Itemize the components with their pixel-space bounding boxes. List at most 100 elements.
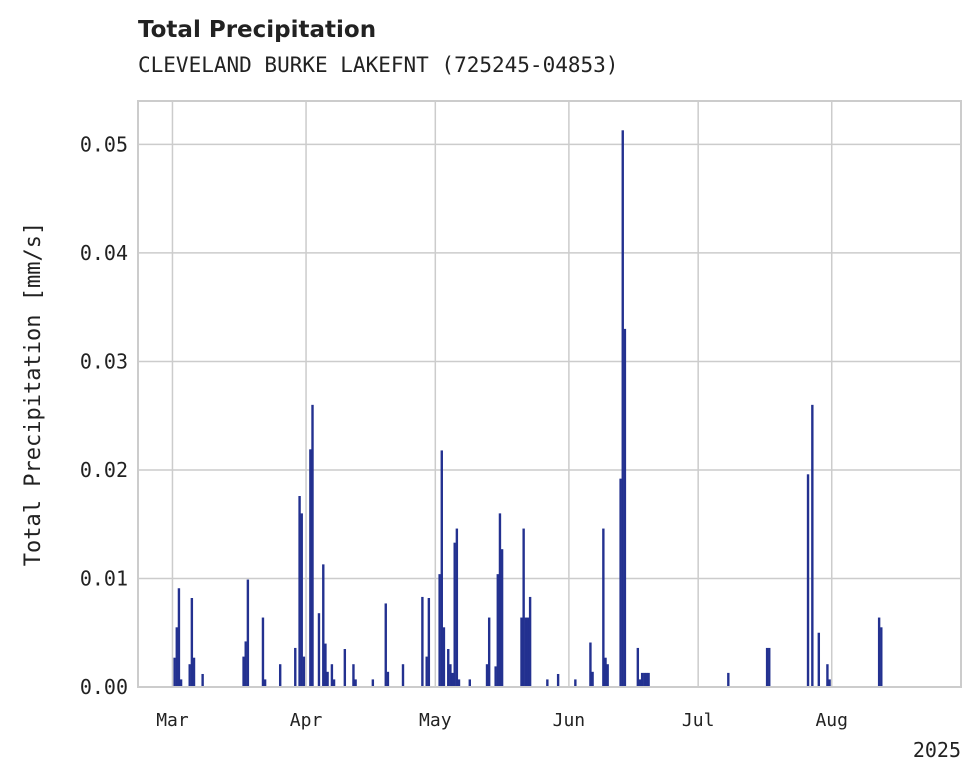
precipitation-bar (485, 664, 489, 687)
precipitation-bar (498, 513, 502, 687)
precipitation-bar (602, 528, 605, 687)
precipitation-bar (623, 328, 627, 687)
y-axis-ticks: 0.00 0.01 0.02 0.03 0.04 0.05 (80, 132, 128, 699)
precipitation-bar (487, 617, 491, 687)
precipitation-bar (447, 649, 450, 687)
precipitation-bar (427, 598, 431, 687)
precipitation-bar (352, 664, 355, 687)
precipitation-bar (828, 679, 831, 687)
precipitation-bar (765, 647, 769, 687)
precipitation-bar (524, 617, 527, 687)
precipitation-bar (606, 664, 609, 687)
precipitation-bar (768, 647, 771, 687)
precipitation-bar (278, 664, 282, 687)
precipitation-bar (496, 574, 499, 687)
precipitation-bar (817, 632, 821, 687)
precipitation-bar (201, 673, 204, 687)
precipitation-bar (322, 564, 325, 687)
precipitation-bar (645, 672, 648, 687)
x-tick-label: Aug (815, 710, 848, 731)
precipitation-bar (309, 449, 312, 687)
precipitation-bar (177, 588, 181, 687)
precipitation-bar (324, 643, 327, 687)
x-tick-label: Jul (682, 710, 715, 731)
precipitation-bar (330, 664, 334, 687)
plot-frame (137, 100, 962, 688)
precipitation-bar (574, 679, 577, 687)
precipitation-bar (425, 656, 428, 687)
precipitation-bar (300, 513, 303, 687)
precipitation-bar (179, 679, 183, 687)
y-tick-label: 0.05 (80, 132, 128, 156)
precipitation-bar (421, 596, 424, 687)
precipitation-bar (520, 617, 523, 687)
precipitation-bar (173, 657, 176, 687)
precipitation-bar (326, 671, 329, 687)
precipitation-bar (604, 657, 607, 687)
precipitation-bar (449, 664, 452, 687)
precipitation-bar (453, 542, 456, 687)
x-axis-ticks: Mar Apr May Jun Jul Aug (156, 710, 848, 731)
precipitation-bar (440, 450, 443, 687)
precipitation-bar (332, 679, 336, 687)
precipitation-bar (354, 679, 357, 687)
precipitation-bar (244, 641, 247, 687)
grid-lines (138, 101, 961, 688)
bar-series (173, 130, 883, 688)
precipitation-bar (638, 679, 642, 687)
precipitation-bar (727, 672, 730, 687)
precipitation-bar (589, 642, 592, 687)
precipitation-bar (455, 528, 459, 687)
chart-subtitle: CLEVELAND BURKE LAKEFNT (725245-04853) (138, 53, 619, 77)
precipitation-bar (317, 613, 321, 687)
precipitation-bar (647, 672, 650, 687)
precipitation-bar (442, 627, 446, 687)
precipitation-bar (190, 598, 194, 687)
precipitation-bar (343, 649, 347, 687)
precipitation-bar (294, 647, 297, 687)
y-tick-label: 0.01 (80, 566, 128, 590)
y-tick-label: 0.02 (80, 458, 128, 482)
y-tick-label: 0.04 (80, 241, 128, 265)
precipitation-bar (640, 672, 644, 687)
y-axis-label: Total Precipitation [mm/s] (21, 222, 46, 566)
precipitation-bar (298, 496, 301, 687)
x-tick-label: May (419, 710, 452, 731)
precipitation-bar (643, 672, 646, 687)
precipitation-bar (591, 671, 594, 687)
chart-title: Total Precipitation (138, 17, 377, 43)
precipitation-bar (811, 404, 814, 687)
precipitation-bar (468, 679, 471, 687)
precipitation-bar (246, 579, 250, 687)
precipitation-bar (263, 679, 267, 687)
precipitation-bar (500, 549, 504, 687)
precipitation-bar (242, 656, 245, 687)
precipitation-bar (386, 671, 390, 687)
precipitation-bar (302, 656, 306, 687)
x-tick-label: Mar (156, 710, 189, 731)
x-tick-label: Apr (290, 710, 323, 731)
precipitation-bar (192, 657, 196, 687)
precipitation-bar (457, 679, 461, 687)
precipitation-bar (619, 478, 622, 687)
precipitation-bar (188, 664, 191, 687)
precipitation-bar (526, 617, 530, 687)
precipitation-bar (877, 617, 881, 687)
precipitation-bar (522, 528, 525, 687)
precipitation-bar (401, 664, 405, 687)
precipitation-bar (880, 627, 883, 687)
precipitation-bar (384, 603, 387, 687)
precipitation-bar (371, 679, 375, 687)
precipitation-bar (546, 679, 549, 687)
precipitation-bar (528, 596, 532, 687)
precipitation-bar (806, 474, 810, 687)
precipitation-bar (636, 647, 640, 687)
precipitation-bar (261, 617, 265, 687)
precipitation-bar (451, 672, 454, 687)
y-tick-label: 0.00 (80, 675, 128, 699)
y-tick-label: 0.03 (80, 349, 128, 373)
year-label: 2025 (913, 738, 961, 762)
precipitation-bar (311, 404, 314, 687)
precipitation-bar (621, 130, 624, 688)
